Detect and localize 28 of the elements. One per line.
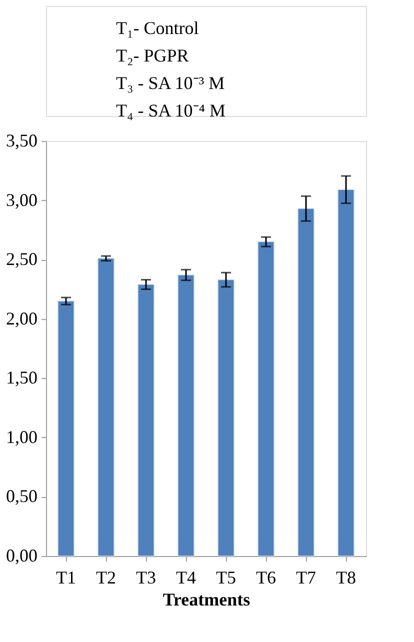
y-tick-label: 3,00 <box>6 190 38 210</box>
x-tick-label: T7 <box>296 568 316 588</box>
y-tick-label: 1,50 <box>6 368 38 388</box>
text: T₂- PGPR <box>116 45 189 66</box>
x-tick-label: T6 <box>256 568 276 588</box>
y-tick-label: 2,50 <box>6 249 38 270</box>
y-tick-label: 0,50 <box>6 486 38 506</box>
y-tick-label: 3,50 <box>6 130 38 150</box>
x-tick-label: T3 <box>136 568 156 588</box>
x-tick-label: T1 <box>56 568 76 588</box>
bar <box>338 189 354 556</box>
x-tick-label: T2 <box>96 568 116 588</box>
y-tick-label: 1,00 <box>6 426 38 447</box>
text: T₁- Control <box>116 18 199 38</box>
text: T₃ - SA 10⁻³ M <box>116 72 225 93</box>
x-axis-title: Treatments <box>162 590 250 610</box>
x-tick-label: T8 <box>336 568 356 588</box>
bar <box>138 284 154 556</box>
bar <box>298 208 314 556</box>
text: T₄ - SA 10⁻⁴ M <box>116 100 226 120</box>
bar <box>218 279 234 556</box>
x-tick-label: T4 <box>176 568 196 588</box>
y-tick-label: 0,00 <box>6 546 38 566</box>
bar <box>58 300 74 556</box>
y-tick-label: 2,00 <box>6 308 38 328</box>
bar <box>258 241 274 556</box>
bar <box>178 274 194 556</box>
x-tick-label: T5 <box>216 568 236 588</box>
